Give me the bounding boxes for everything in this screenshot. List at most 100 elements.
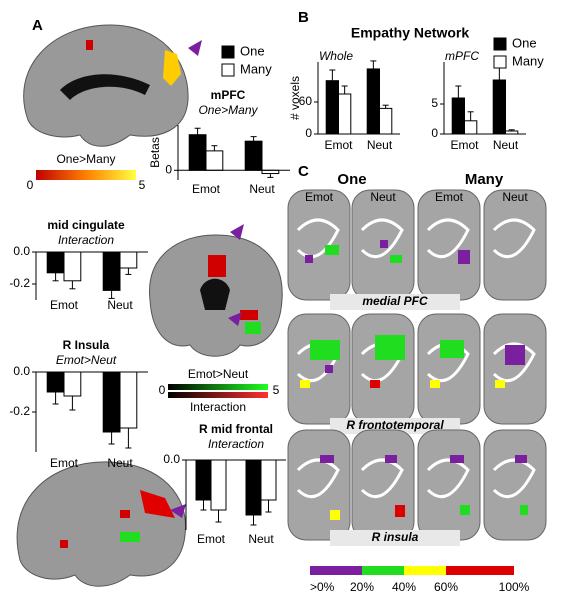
brain-fold: [492, 458, 536, 499]
chart-subtitle: Whole: [319, 49, 353, 63]
colorbar: [310, 566, 362, 575]
activation: [325, 365, 333, 373]
x-tick-label: Neut: [248, 532, 274, 546]
colorbar-label: One>Many: [56, 152, 115, 166]
y-tick-label: 5: [431, 96, 438, 110]
group-label: Many: [465, 171, 504, 188]
x-tick-label: Neut: [367, 138, 393, 152]
activation: [370, 380, 380, 388]
chart-subtitle: Interaction: [208, 437, 264, 451]
brain-slice: [483, 429, 547, 541]
bar: [102, 251, 121, 291]
chart-title: mPFC: [211, 88, 246, 102]
colorbar: [168, 392, 268, 398]
activation: [390, 255, 402, 263]
y-tick-label: 0: [165, 162, 172, 176]
brain-slice: [351, 313, 415, 425]
column-label: Neut: [370, 190, 396, 204]
bar: [366, 68, 381, 135]
colorbar: [36, 170, 136, 180]
legend-swatch: [221, 45, 235, 59]
activation: [430, 380, 440, 388]
colorbar: [404, 566, 446, 575]
brain-slice: [417, 429, 481, 541]
activation: [458, 250, 470, 264]
bar: [46, 371, 65, 393]
colorbar-label: Interaction: [190, 400, 246, 414]
activation: [520, 505, 528, 515]
y-tick-label: 0: [305, 126, 312, 140]
chart-subtitle: Interaction: [58, 233, 114, 247]
colorbar-label: 60%: [434, 580, 458, 594]
x-tick-label: Neut: [107, 298, 133, 312]
panel-label: C: [298, 163, 309, 180]
brain-fold: [492, 218, 536, 259]
activation: [505, 345, 525, 365]
bar: [119, 251, 138, 269]
y-tick-label: 60: [299, 94, 313, 108]
colorbar: [446, 566, 514, 575]
chart-subtitle: Emot>Neut: [56, 353, 117, 367]
brain-slice: [417, 313, 481, 425]
bar: [379, 107, 393, 135]
bar: [260, 459, 277, 501]
y-tick-label: 0: [431, 126, 438, 140]
x-tick-label: Emot: [50, 456, 79, 470]
y-tick-label: 0.0: [13, 364, 30, 378]
brain-slice: [351, 429, 415, 541]
group-label: One: [337, 171, 366, 188]
chart-subtitle: One>Many: [198, 103, 258, 117]
bar: [195, 459, 212, 501]
brain-slice: [287, 429, 351, 541]
brain-slice: [287, 313, 351, 425]
activation: [325, 245, 339, 255]
activation: [450, 455, 464, 463]
x-tick-label: Emot: [197, 532, 226, 546]
legend-label: One: [512, 35, 537, 50]
bar: [244, 140, 263, 171]
row-caption: medial PFC: [362, 294, 428, 308]
legend-label: Many: [240, 61, 272, 76]
y-axis-label: # voxels: [288, 76, 302, 120]
bar: [245, 459, 262, 516]
bar: [205, 150, 224, 171]
brain-fold: [360, 218, 404, 259]
brain-fold: [360, 458, 404, 499]
colorbar-tick: 0: [159, 383, 166, 397]
column-label: Emot: [305, 190, 334, 204]
legend-label: One: [240, 43, 265, 58]
brain-fold: [426, 458, 470, 499]
brain-fold: [296, 458, 340, 499]
legend-swatch: [221, 63, 235, 77]
chart-title: mid cingulate: [47, 218, 125, 232]
bar: [464, 120, 478, 135]
bar: [119, 371, 138, 429]
bar: [46, 251, 65, 274]
brain-slice: [483, 189, 547, 301]
panel-label: B: [298, 9, 309, 26]
colorbar-label: >0%: [310, 580, 335, 594]
colorbar-label: Emot>Neut: [188, 367, 249, 381]
brain-fold: [426, 218, 470, 259]
bar: [338, 93, 352, 135]
x-tick-label: Emot: [450, 138, 479, 152]
x-tick-label: Neut: [249, 182, 275, 196]
x-tick-label: Neut: [107, 456, 133, 470]
chart-title: R mid frontal: [199, 422, 273, 436]
bar: [63, 251, 82, 282]
activation: [440, 340, 464, 358]
colorbar: [362, 566, 404, 575]
x-tick-label: Emot: [192, 182, 221, 196]
row-caption-bg: [330, 418, 460, 434]
activation: [515, 455, 527, 463]
chart-title: Empathy Network: [351, 25, 469, 41]
colorbar-label: 40%: [392, 580, 416, 594]
bar: [492, 79, 507, 135]
x-tick-label: Emot: [50, 298, 79, 312]
y-axis-label: Betas: [148, 137, 162, 168]
activation: [380, 240, 388, 248]
activation: [375, 335, 405, 360]
activation: [395, 505, 405, 517]
colorbar-tick: 5: [139, 178, 146, 192]
activation: [310, 340, 340, 360]
